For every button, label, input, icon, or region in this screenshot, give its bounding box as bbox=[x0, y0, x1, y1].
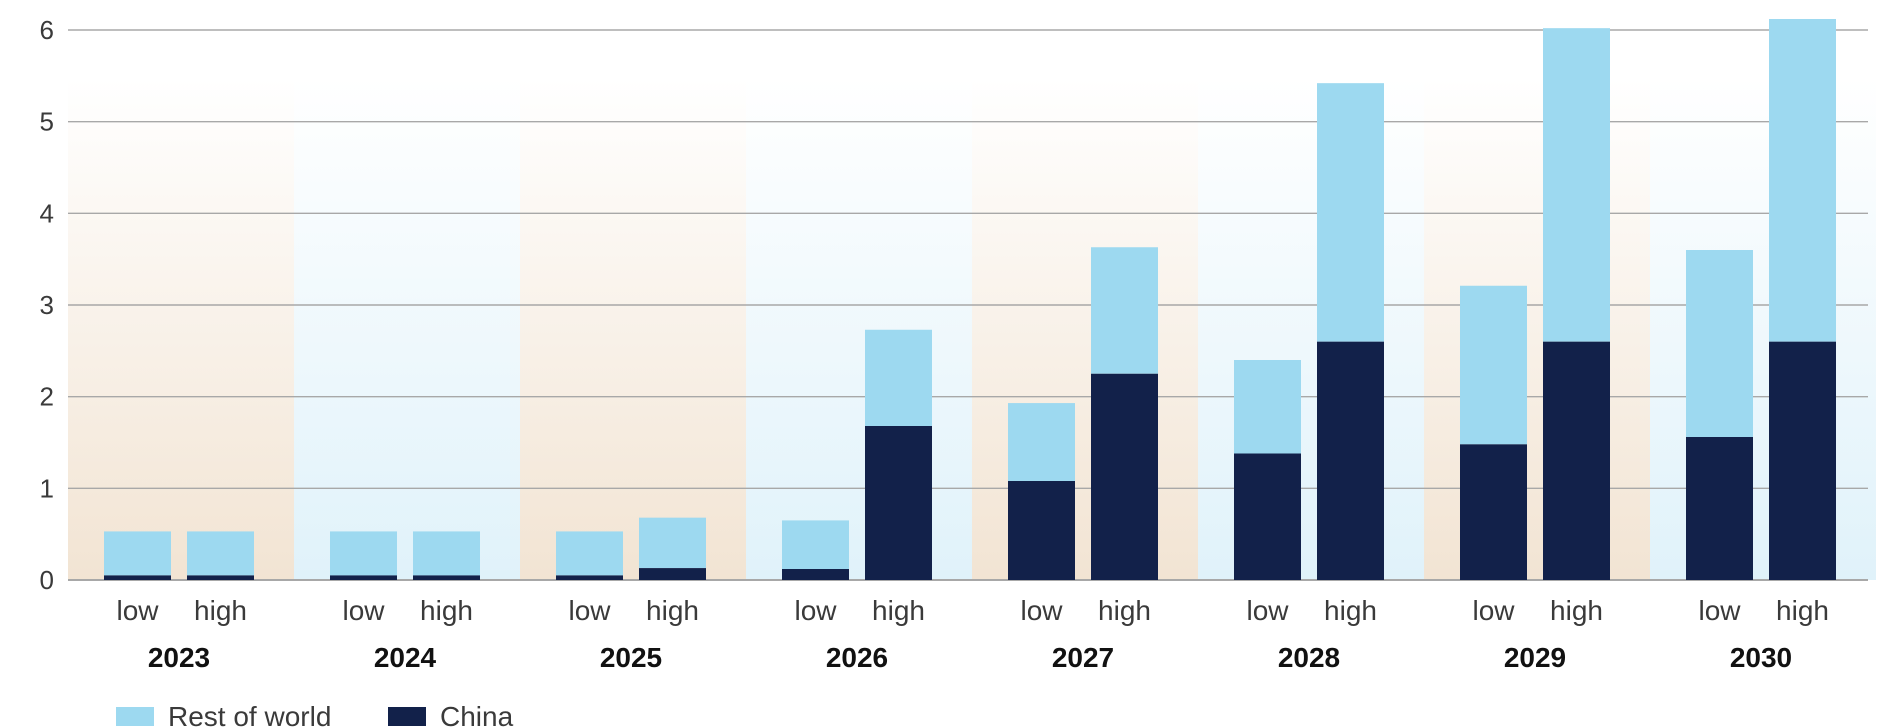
scenario-label: high bbox=[194, 595, 247, 626]
bar-china-2027-high bbox=[1091, 373, 1158, 580]
bar-rest-of-world-2023-high bbox=[187, 531, 254, 576]
scenario-label: low bbox=[116, 595, 159, 626]
bar-china-2029-high bbox=[1543, 341, 1610, 580]
bar-china-2026-low bbox=[782, 569, 849, 580]
y-tick-label: 5 bbox=[40, 107, 54, 137]
bar-rest-of-world-2030-low bbox=[1686, 250, 1753, 437]
scenario-label: low bbox=[1698, 595, 1741, 626]
year-label: 2026 bbox=[826, 642, 888, 673]
bar-rest-of-world-2030-high bbox=[1769, 19, 1836, 342]
bar-rest-of-world-2025-high bbox=[639, 517, 706, 569]
scenario-label: low bbox=[1246, 595, 1289, 626]
scenario-label: low bbox=[1472, 595, 1515, 626]
bar-china-2025-high bbox=[639, 568, 706, 580]
bar-rest-of-world-2024-low bbox=[330, 531, 397, 576]
year-label: 2023 bbox=[148, 642, 210, 673]
year-band-2024 bbox=[294, 78, 520, 580]
bar-rest-of-world-2024-high bbox=[413, 531, 480, 576]
bar-rest-of-world-2026-low bbox=[782, 520, 849, 569]
scenario-label: low bbox=[794, 595, 837, 626]
bar-rest-of-world-2029-high bbox=[1543, 28, 1610, 342]
y-axis-ticks: 0 1 2 3 4 5 6 bbox=[40, 15, 54, 595]
bar-rest-of-world-2028-low bbox=[1234, 360, 1301, 454]
scenario-label: low bbox=[342, 595, 385, 626]
year-label: 2024 bbox=[374, 642, 437, 673]
scenario-label: high bbox=[1098, 595, 1151, 626]
y-tick-label: 6 bbox=[40, 15, 54, 45]
legend-swatch-china bbox=[388, 707, 426, 726]
year-label: 2029 bbox=[1504, 642, 1566, 673]
bar-china-2030-low bbox=[1686, 437, 1753, 580]
year-label: 2028 bbox=[1278, 642, 1340, 673]
legend-label-china: China bbox=[440, 701, 514, 728]
year-band-2027 bbox=[972, 78, 1198, 580]
y-tick-label: 0 bbox=[40, 565, 54, 595]
scenario-label: low bbox=[1020, 595, 1063, 626]
legend-label-rest_of_world: Rest of world bbox=[168, 701, 331, 728]
bar-china-2023-low bbox=[104, 575, 171, 580]
year-label: 2030 bbox=[1730, 642, 1792, 673]
scenario-label: high bbox=[1550, 595, 1603, 626]
bar-china-2024-high bbox=[413, 575, 480, 580]
year-label: 2025 bbox=[600, 642, 662, 673]
bar-rest-of-world-2026-high bbox=[865, 329, 932, 426]
legend-swatch-rest_of_world bbox=[116, 707, 154, 726]
bar-china-2028-high bbox=[1317, 341, 1384, 580]
scenario-label: high bbox=[872, 595, 925, 626]
bar-rest-of-world-2023-low bbox=[104, 531, 171, 576]
year-band-2023 bbox=[68, 78, 294, 580]
bar-china-2030-high bbox=[1769, 341, 1836, 580]
bar-china-2026-high bbox=[865, 426, 932, 580]
x-axis-labels: low high 2023 low high 2024 low high 2025 low high… bbox=[116, 595, 1828, 673]
bar-rest-of-world-2029-low bbox=[1460, 285, 1527, 445]
y-tick-label: 4 bbox=[40, 198, 54, 228]
scenario-label: high bbox=[646, 595, 699, 626]
scenario-label: high bbox=[420, 595, 473, 626]
year-band-2030 bbox=[1650, 78, 1876, 580]
y-tick-label: 2 bbox=[40, 382, 54, 412]
bars bbox=[104, 19, 1836, 580]
year-band-2029 bbox=[1424, 78, 1650, 580]
year-label: 2027 bbox=[1052, 642, 1114, 673]
bar-china-2027-low bbox=[1008, 481, 1075, 580]
legend: Rest of world China bbox=[116, 701, 514, 728]
scenario-label: high bbox=[1324, 595, 1377, 626]
scenario-label: low bbox=[568, 595, 611, 626]
bar-rest-of-world-2028-high bbox=[1317, 83, 1384, 342]
year-band-2026 bbox=[746, 78, 972, 580]
bar-rest-of-world-2027-low bbox=[1008, 403, 1075, 481]
y-tick-label: 1 bbox=[40, 473, 54, 503]
scenario-label: high bbox=[1776, 595, 1829, 626]
bar-rest-of-world-2027-high bbox=[1091, 247, 1158, 374]
bar-rest-of-world-2025-low bbox=[556, 531, 623, 576]
bar-china-2028-low bbox=[1234, 453, 1301, 580]
y-tick-label: 3 bbox=[40, 290, 54, 320]
year-band-2025 bbox=[520, 78, 746, 580]
bar-china-2024-low bbox=[330, 575, 397, 580]
bar-china-2023-high bbox=[187, 575, 254, 580]
year-band-2028 bbox=[1198, 78, 1424, 580]
bar-china-2025-low bbox=[556, 575, 623, 580]
bar-china-2029-low bbox=[1460, 444, 1527, 580]
